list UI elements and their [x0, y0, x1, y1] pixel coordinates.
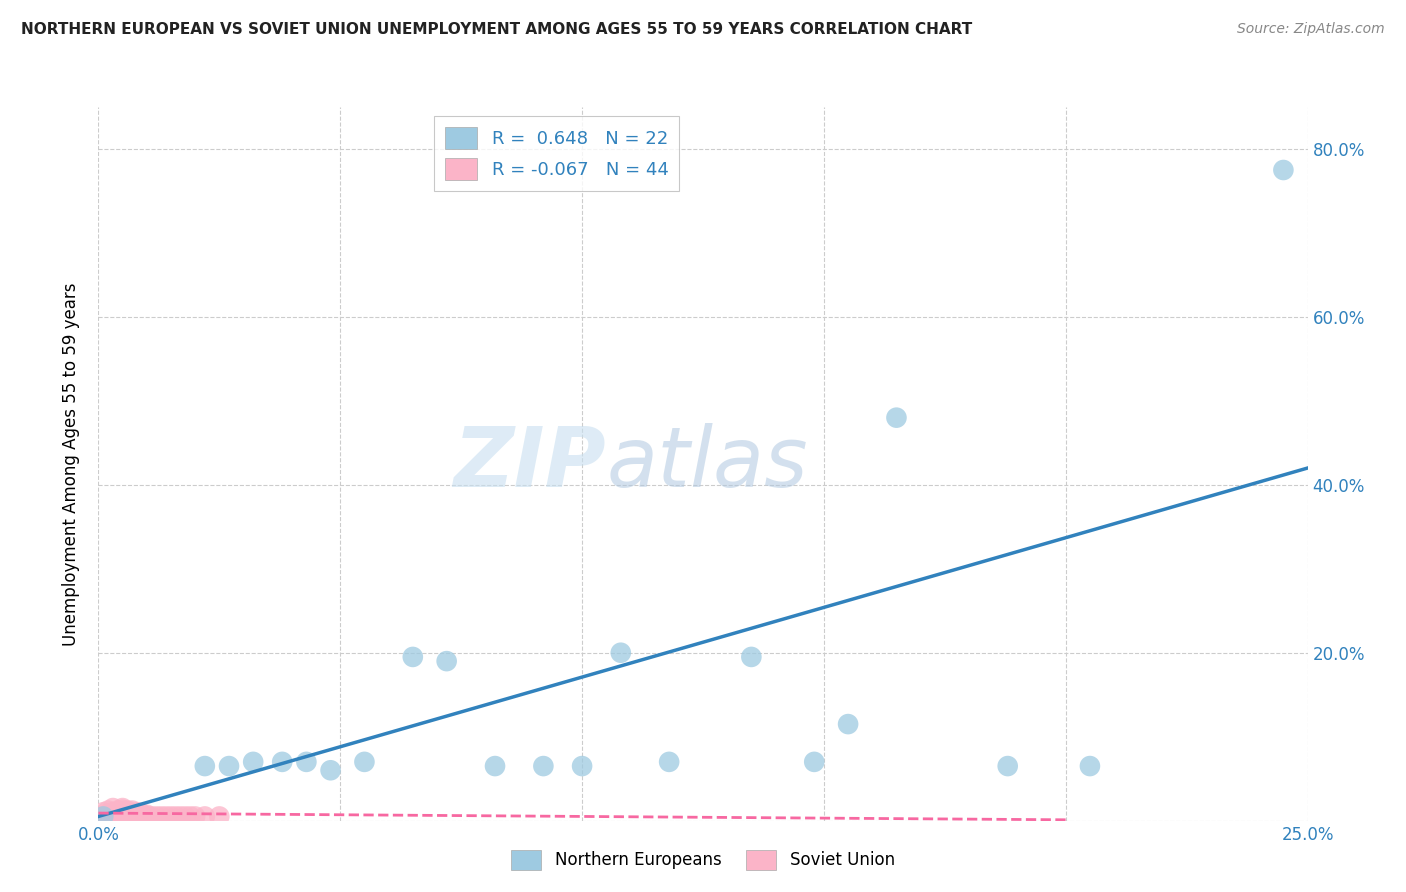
- Point: [135, 809, 157, 823]
- Point: [271, 755, 294, 769]
- Point: [194, 809, 217, 823]
- Point: [117, 804, 139, 818]
- Point: [531, 759, 554, 773]
- Point: [150, 809, 173, 823]
- Point: [997, 759, 1019, 773]
- Point: [91, 809, 114, 823]
- Point: [169, 809, 191, 823]
- Point: [837, 717, 859, 731]
- Point: [179, 809, 201, 823]
- Point: [141, 809, 163, 823]
- Point: [194, 759, 217, 773]
- Point: [353, 755, 375, 769]
- Point: [803, 755, 825, 769]
- Point: [160, 809, 183, 823]
- Point: [121, 809, 143, 823]
- Point: [97, 809, 120, 823]
- Point: [117, 806, 139, 821]
- Text: NORTHERN EUROPEAN VS SOVIET UNION UNEMPLOYMENT AMONG AGES 55 TO 59 YEARS CORRELA: NORTHERN EUROPEAN VS SOVIET UNION UNEMPL…: [21, 22, 973, 37]
- Point: [208, 809, 231, 823]
- Point: [97, 806, 120, 821]
- Point: [111, 809, 134, 823]
- Text: ZIP: ZIP: [454, 424, 606, 504]
- Point: [107, 804, 129, 818]
- Point: [91, 809, 114, 823]
- Point: [111, 807, 134, 822]
- Point: [101, 805, 124, 820]
- Text: atlas: atlas: [606, 424, 808, 504]
- Point: [886, 410, 908, 425]
- Point: [121, 804, 143, 818]
- Point: [155, 809, 177, 823]
- Point: [121, 806, 143, 821]
- Point: [242, 755, 264, 769]
- Point: [145, 809, 167, 823]
- Point: [97, 804, 120, 818]
- Point: [127, 806, 149, 821]
- Point: [484, 759, 506, 773]
- Point: [117, 809, 139, 823]
- Point: [127, 805, 149, 820]
- Point: [101, 801, 124, 815]
- Y-axis label: Unemployment Among Ages 55 to 59 years: Unemployment Among Ages 55 to 59 years: [62, 282, 80, 646]
- Point: [319, 764, 342, 778]
- Point: [218, 759, 240, 773]
- Point: [111, 805, 134, 820]
- Point: [111, 803, 134, 817]
- Point: [101, 809, 124, 823]
- Point: [402, 649, 425, 664]
- Point: [295, 755, 318, 769]
- Point: [1078, 759, 1101, 773]
- Point: [571, 759, 593, 773]
- Point: [101, 806, 124, 821]
- Point: [111, 801, 134, 815]
- Legend: Northern Europeans, Soviet Union: Northern Europeans, Soviet Union: [505, 843, 901, 877]
- Point: [117, 805, 139, 820]
- Point: [107, 809, 129, 823]
- Point: [131, 806, 153, 821]
- Point: [740, 649, 762, 664]
- Point: [135, 807, 157, 822]
- Point: [121, 807, 143, 822]
- Point: [436, 654, 458, 668]
- Point: [165, 809, 187, 823]
- Point: [107, 806, 129, 821]
- Point: [127, 809, 149, 823]
- Point: [610, 646, 633, 660]
- Point: [184, 809, 207, 823]
- Point: [174, 809, 197, 823]
- Point: [131, 809, 153, 823]
- Text: Source: ZipAtlas.com: Source: ZipAtlas.com: [1237, 22, 1385, 37]
- Point: [658, 755, 681, 769]
- Point: [1272, 163, 1295, 178]
- Point: [91, 805, 114, 820]
